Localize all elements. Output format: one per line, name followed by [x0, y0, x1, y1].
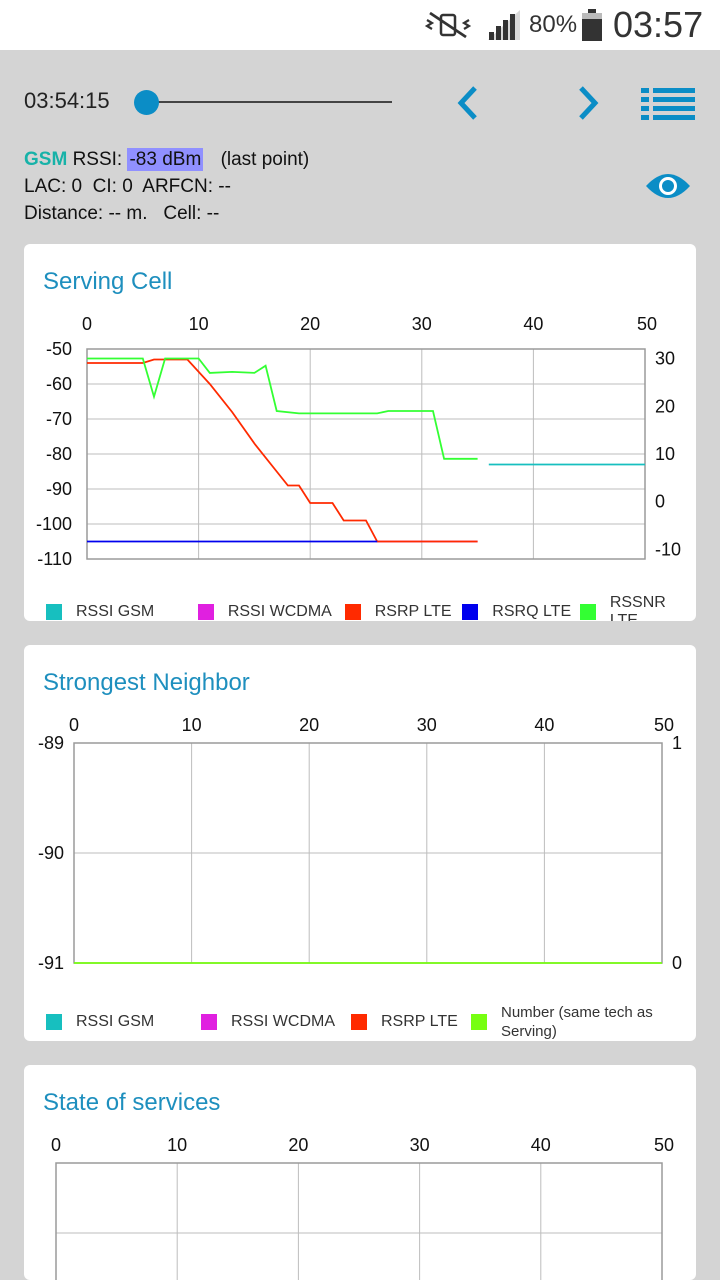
- y-tick-label: -70: [46, 409, 72, 429]
- legend-item: RSSNR LTE: [579, 594, 696, 621]
- serving-cell-card: Serving Cell 0 10 20 30 40 50 -50 -60 -70 -80 -90 -…: [24, 244, 696, 621]
- plot-frame: [86, 348, 646, 560]
- strongest-neighbor-legend: RSSI GSM RSSI WCDMA RSRP LTE Number (sam…: [46, 1003, 681, 1041]
- x-tick-label: 20: [299, 715, 319, 735]
- battery-icon: [580, 0, 604, 50]
- state-of-services-title: State of services: [43, 1089, 221, 1116]
- series-line: [87, 358, 478, 543]
- chevron-right-icon: [579, 86, 599, 120]
- legend-item: RSSI WCDMA: [197, 603, 345, 621]
- last-point-label: (last point): [220, 149, 310, 170]
- x-tick-label: 40: [531, 1135, 551, 1155]
- legend-label: RSSI WCDMA: [227, 603, 332, 620]
- legend-label: RSSI GSM: [76, 603, 155, 620]
- y-tick-label: -89: [38, 733, 64, 753]
- status-bar: 80% 03:57: [0, 0, 720, 50]
- list-icon: [641, 88, 695, 120]
- next-button[interactable]: [564, 80, 612, 126]
- series-line: [87, 357, 478, 460]
- x-tick-label: 10: [189, 314, 209, 334]
- y-right-tick-label: 20: [655, 396, 675, 416]
- x-tick-label: 20: [288, 1135, 308, 1155]
- x-tick-label: 30: [417, 715, 437, 735]
- y-tick-label: -100: [36, 514, 72, 534]
- legend-item: RSRP LTE: [351, 1013, 471, 1031]
- serving-cell-title: Serving Cell: [43, 268, 173, 295]
- state-of-services-card: State of services 0 10 20 30 40 50: [24, 1065, 696, 1280]
- x-tick-label: 0: [69, 715, 79, 735]
- legend-label: RSRQ LTE: [492, 603, 572, 620]
- x-tick-label: 50: [654, 715, 674, 735]
- chevron-left-icon: [457, 86, 477, 120]
- info-line-2: LAC: 0 CI: 0 ARFCN: --: [24, 176, 231, 197]
- legend-item: RSRP LTE: [344, 603, 463, 621]
- y-tick-label: -90: [38, 843, 64, 863]
- info-line-1: GSM RSSI: -83 dBm (last point): [24, 146, 309, 173]
- y-tick-label: -91: [38, 953, 64, 973]
- info-line-3: Distance: -- m. Cell: --: [24, 203, 220, 224]
- battery-percent: 80%: [529, 11, 578, 38]
- playback-time: 03:54:15: [24, 88, 110, 113]
- strongest-neighbor-card: Strongest Neighbor 0 10 20 30 40 50 -89 -90 -91 1…: [24, 645, 696, 1041]
- list-button[interactable]: [640, 80, 696, 126]
- y-tick-label: -90: [46, 479, 72, 499]
- eye-icon: [646, 174, 690, 198]
- x-tick-label: 0: [51, 1135, 61, 1155]
- x-tick-label: 10: [182, 715, 202, 735]
- serving-cell-chart: 0 10 20 30 40 50-50-60-70-80-90-100-110302010…: [36, 314, 681, 569]
- x-tick-label: 20: [300, 314, 320, 334]
- legend-item: Number (same tech as Serving): [471, 1003, 681, 1041]
- rssi-value: -83 dBm: [127, 148, 204, 171]
- y-tick-label: -50: [46, 339, 72, 359]
- cell-info: GSM RSSI: -83 dBm (last point) LAC: 0 CI…: [24, 146, 309, 227]
- serving-cell-legend: RSSI GSM RSSI WCDMA RSRP LTE RSRQ LTE RS…: [46, 594, 696, 621]
- y-right-tick-label: 0: [655, 492, 665, 512]
- legend-item: RSSI GSM: [46, 1013, 201, 1031]
- timeline-slider[interactable]: [146, 101, 392, 103]
- x-tick-label: 30: [412, 314, 432, 334]
- x-tick-label: 10: [167, 1135, 187, 1155]
- strongest-neighbor-title: Strongest Neighbor: [43, 669, 250, 696]
- y-right-tick-label: 0: [672, 953, 682, 973]
- legend-label: Number (same tech as Serving): [501, 1004, 653, 1040]
- vibrate-mute-icon: [424, 0, 472, 50]
- y-tick-label: -60: [46, 374, 72, 394]
- legend-label: RSSI WCDMA: [231, 1013, 335, 1030]
- legend-label: RSRP LTE: [381, 1013, 458, 1030]
- legend-label: RSSI GSM: [76, 1013, 155, 1030]
- rssi-label: RSSI:: [72, 149, 123, 170]
- x-tick-label: 40: [534, 715, 554, 735]
- eye-button[interactable]: [644, 170, 692, 202]
- y-right-tick-label: 10: [655, 444, 675, 464]
- state-of-services-chart: 0 10 20 30 40 50: [51, 1135, 674, 1280]
- playback-toolbar: 03:54:15: [0, 70, 720, 136]
- y-right-tick-label: 30: [655, 349, 675, 369]
- x-tick-label: 50: [637, 314, 657, 334]
- signal-icon: [486, 0, 522, 50]
- plot-frame: [55, 1162, 663, 1280]
- clock: 03:57: [613, 4, 704, 45]
- x-tick-label: 50: [654, 1135, 674, 1155]
- legend-label: RSRP LTE: [374, 603, 452, 620]
- previous-button[interactable]: [444, 80, 492, 126]
- x-tick-label: 0: [82, 314, 92, 334]
- y-tick-label: -110: [37, 549, 72, 569]
- y-tick-label: -80: [46, 444, 72, 464]
- y-right-tick-label: 1: [672, 733, 682, 753]
- x-tick-label: 30: [410, 1135, 430, 1155]
- y-right-tick-label: -10: [655, 539, 681, 559]
- legend-item: RSSI GSM: [46, 603, 198, 621]
- slider-thumb[interactable]: [134, 90, 159, 115]
- tech-label: GSM: [24, 149, 68, 170]
- legend-item: RSRQ LTE: [462, 603, 580, 621]
- legend-item: RSSI WCDMA: [201, 1013, 351, 1031]
- x-tick-label: 40: [523, 314, 543, 334]
- legend-label: RSSNR LTE: [609, 594, 666, 621]
